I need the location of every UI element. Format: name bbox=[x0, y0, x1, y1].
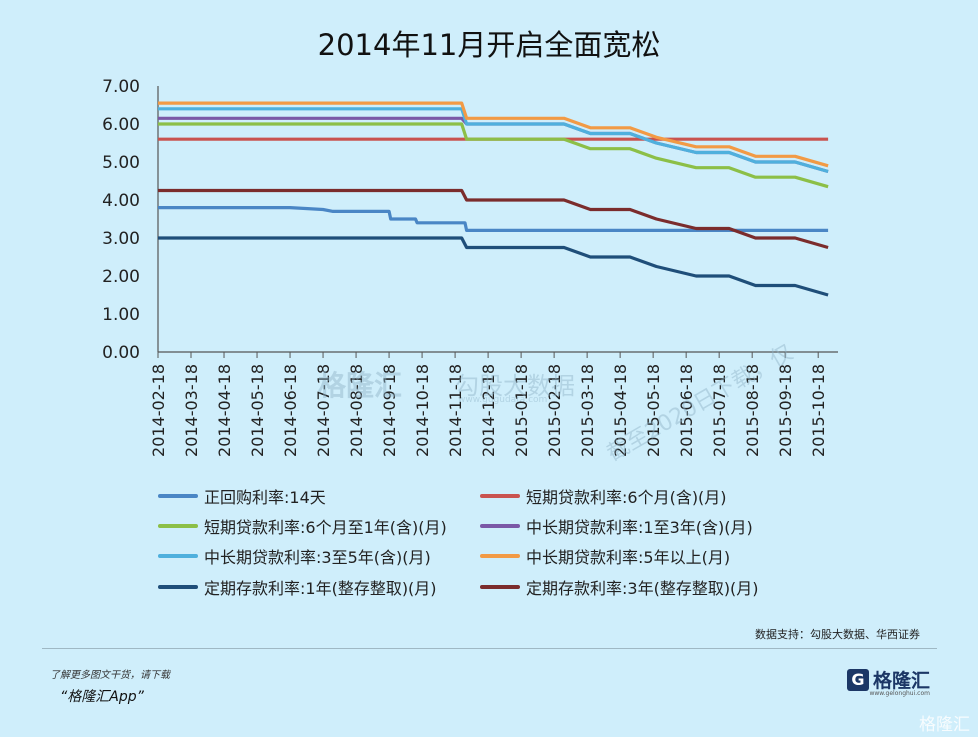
legend-label: 中长期贷款利率:3至5年(含)(月) bbox=[204, 548, 431, 567]
series-line bbox=[158, 116, 829, 174]
legend-item: 定期存款利率:3年(整存整取)(月) bbox=[480, 575, 759, 599]
footer-divider bbox=[42, 648, 937, 649]
logo-text: 格隆汇 bbox=[872, 670, 930, 692]
legend-swatch bbox=[480, 554, 520, 558]
x-tick-label: 2014-08-18 bbox=[347, 364, 366, 457]
legend-item: 中长期贷款利率:3至5年(含)(月) bbox=[158, 544, 431, 568]
footer-download-text: 了解更多图文干货，请下载 bbox=[50, 670, 170, 681]
legend-swatch bbox=[158, 524, 198, 528]
legend-item: 正回购利率:14天 bbox=[158, 484, 326, 508]
y-tick-label: 2.00 bbox=[102, 267, 140, 287]
x-tick-label: 2015-08-18 bbox=[743, 364, 762, 457]
logo-mark-icon: G bbox=[846, 668, 869, 691]
legend-swatch bbox=[480, 494, 520, 498]
x-tick-label: 2014-04-18 bbox=[215, 364, 234, 457]
logo-url: www.gelonghui.com bbox=[869, 690, 930, 697]
legend-label: 短期贷款利率:6个月至1年(含)(月) bbox=[204, 518, 447, 537]
x-tick-label: 2015-01-18 bbox=[512, 364, 531, 457]
legend-item: 定期存款利率:1年(整存整取)(月) bbox=[158, 575, 437, 599]
watermark-brand: 勾股大数据 bbox=[455, 372, 575, 400]
x-tick-label: 2015-10-18 bbox=[809, 364, 828, 457]
x-tick-label: 2015-07-18 bbox=[710, 364, 729, 457]
x-tick-label: 2014-03-18 bbox=[182, 364, 201, 457]
legend-label: 短期贷款利率:6个月(含)(月) bbox=[526, 488, 727, 507]
legend-item: 短期贷款利率:6个月至1年(含)(月) bbox=[158, 514, 447, 538]
legend-item: 短期贷款利率:6个月(含)(月) bbox=[480, 484, 727, 508]
x-tick-label: 2014-05-18 bbox=[248, 364, 267, 457]
x-tick-label: 2014-12-18 bbox=[479, 364, 498, 457]
legend-swatch bbox=[480, 524, 520, 528]
brand-logo: G 格隆汇 bbox=[846, 666, 930, 693]
y-tick-label: 0.00 bbox=[102, 343, 140, 363]
watermark-logo: 格隆汇 bbox=[318, 369, 403, 402]
x-tick-label: 2014-10-18 bbox=[413, 364, 432, 457]
x-tick-label: 2014-11-18 bbox=[446, 364, 465, 457]
series-line bbox=[158, 206, 829, 232]
legend-swatch bbox=[158, 585, 198, 589]
x-tick-label: 2015-05-18 bbox=[644, 364, 663, 457]
footer-app-name: “格隆汇App” bbox=[60, 689, 144, 705]
x-tick-label: 2015-04-18 bbox=[611, 364, 630, 457]
x-tick-label: 2014-02-18 bbox=[149, 364, 168, 457]
series-line bbox=[158, 101, 829, 168]
legend-item: 中长期贷款利率:1至3年(含)(月) bbox=[480, 514, 753, 538]
x-tick-label: 2014-09-18 bbox=[380, 364, 399, 457]
y-tick-label: 4.00 bbox=[102, 191, 140, 211]
y-tick-label: 5.00 bbox=[102, 153, 140, 173]
y-tick-label: 3.00 bbox=[102, 229, 140, 249]
y-tick-label: 7.00 bbox=[102, 77, 140, 97]
series-line bbox=[158, 188, 829, 250]
legend-item: 中长期贷款利率:5年以上(月) bbox=[480, 544, 730, 568]
legend-label: 定期存款利率:3年(整存整取)(月) bbox=[526, 579, 759, 598]
y-tick-label: 6.00 bbox=[102, 115, 140, 135]
legend-label: 定期存款利率:1年(整存整取)(月) bbox=[204, 579, 437, 598]
legend-label: 正回购利率:14天 bbox=[204, 488, 326, 507]
legend-label: 中长期贷款利率:1至3年(含)(月) bbox=[526, 518, 753, 537]
x-tick-label: 2014-06-18 bbox=[281, 364, 300, 457]
x-tick-label: 2015-03-18 bbox=[578, 364, 597, 457]
corner-watermark: 格隆汇 bbox=[919, 715, 970, 735]
series-line bbox=[158, 122, 829, 189]
series-line bbox=[158, 107, 829, 174]
x-tick-label: 2015-06-18 bbox=[677, 364, 696, 457]
x-tick-label: 2015-02-18 bbox=[545, 364, 564, 457]
data-source: 数据支持：勾股大数据、华西证券 bbox=[755, 628, 920, 641]
legend-swatch bbox=[480, 585, 520, 589]
series-line bbox=[158, 236, 829, 297]
chart-title: 2014年11月开启全面宽松 bbox=[317, 28, 661, 62]
legend-label: 中长期贷款利率:5年以上(月) bbox=[526, 548, 731, 567]
y-tick-label: 1.00 bbox=[102, 305, 140, 325]
legend-swatch bbox=[158, 554, 198, 558]
watermark-url: www.gugudata.com bbox=[458, 395, 548, 405]
x-tick-label: 2014-07-18 bbox=[314, 364, 333, 457]
x-tick-label: 2015-09-18 bbox=[776, 364, 795, 457]
legend-swatch bbox=[158, 494, 198, 498]
